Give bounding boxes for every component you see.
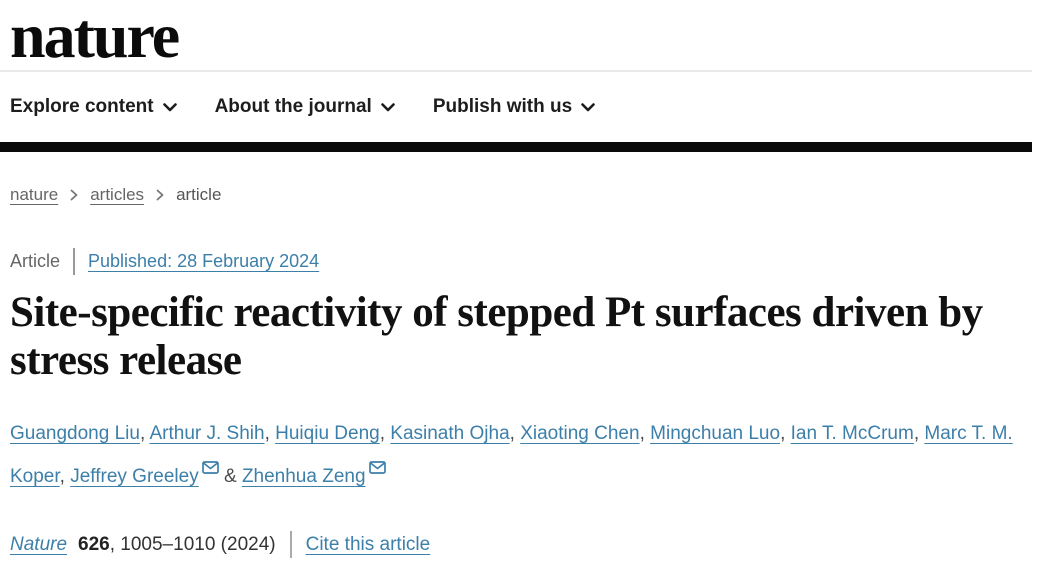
nav-item-label: Publish with us bbox=[432, 96, 573, 117]
author-separator: , bbox=[379, 423, 391, 444]
author-separator: , bbox=[139, 423, 150, 444]
author-separator: , bbox=[509, 423, 521, 444]
chevron-right-icon bbox=[156, 189, 164, 201]
nav-item-label: About the journal bbox=[214, 96, 372, 117]
nav-item-explore-content[interactable]: Explore content bbox=[10, 96, 177, 118]
author-separator: , bbox=[264, 423, 276, 444]
author-separator: , bbox=[780, 423, 791, 444]
nature-logo[interactable]: nature bbox=[10, 0, 180, 71]
breadcrumb: nature articles article bbox=[10, 185, 1029, 205]
article-type-label: Article bbox=[10, 251, 61, 271]
author-link[interactable]: Marc T. M. Koper bbox=[10, 423, 1013, 487]
chevron-right-icon bbox=[70, 189, 78, 201]
author-link[interactable]: Guangdong Liu bbox=[10, 423, 140, 444]
citation-volume: 626 bbox=[78, 533, 110, 555]
nav-item-publish-with-us[interactable]: Publish with us bbox=[433, 96, 595, 118]
chevron-down-icon bbox=[381, 102, 395, 111]
email-icon[interactable] bbox=[368, 461, 386, 474]
author-link[interactable]: Ian T. McCrum bbox=[790, 423, 914, 444]
author-separator: , bbox=[639, 423, 651, 444]
article-header-section: nature articles article Article Publishe… bbox=[0, 185, 1039, 558]
author-link[interactable]: Xiaoting Chen bbox=[520, 423, 640, 444]
breadcrumb-current: article bbox=[176, 185, 222, 204]
breadcrumb-link-nature[interactable]: nature bbox=[10, 185, 59, 204]
nav-item-about-the-journal[interactable]: About the journal bbox=[215, 96, 395, 118]
citation-pages: , 1005–1010 (2024) bbox=[109, 533, 276, 555]
main-nav: Explore content About the journal Publis… bbox=[0, 72, 1039, 142]
author-separator: & bbox=[218, 466, 242, 487]
chevron-down-icon bbox=[162, 102, 177, 111]
meta-separator bbox=[73, 248, 76, 275]
author-list: Guangdong Liu, Arthur J. Shih, Huiqiu De… bbox=[10, 412, 1029, 498]
author-link[interactable]: Arthur J. Shih bbox=[149, 423, 265, 444]
citation-separator bbox=[289, 531, 292, 558]
author-link[interactable]: Zhenhua Zeng bbox=[241, 466, 366, 487]
author-link[interactable]: Huiqiu Deng bbox=[275, 423, 380, 444]
nav-item-label: Explore content bbox=[10, 96, 154, 117]
chevron-down-icon bbox=[581, 102, 595, 111]
article-title: Site-specific reactivity of stepped Pt s… bbox=[10, 289, 983, 384]
author-separator: , bbox=[913, 423, 925, 444]
cite-this-article-link[interactable]: Cite this article bbox=[305, 533, 431, 555]
author-link[interactable]: Mingchuan Luo bbox=[650, 423, 781, 444]
citation-row: Nature 626 , 1005–1010 (2024) Cite this … bbox=[10, 531, 1029, 558]
author-separator: , bbox=[59, 466, 71, 487]
author-link[interactable]: Jeffrey Greeley bbox=[70, 466, 199, 487]
journal-link[interactable]: Nature bbox=[10, 533, 68, 555]
header-hairline bbox=[0, 70, 1032, 72]
breadcrumb-link-articles[interactable]: articles bbox=[90, 185, 145, 204]
email-icon[interactable] bbox=[201, 461, 219, 474]
published-date-link[interactable]: Published: 28 February 2024 bbox=[88, 251, 320, 271]
author-link[interactable]: Kasinath Ojha bbox=[390, 423, 510, 444]
header-divider-bar bbox=[0, 142, 1032, 152]
article-meta-row: Article Published: 28 February 2024 bbox=[10, 248, 1029, 275]
site-header: nature bbox=[0, 0, 1039, 70]
